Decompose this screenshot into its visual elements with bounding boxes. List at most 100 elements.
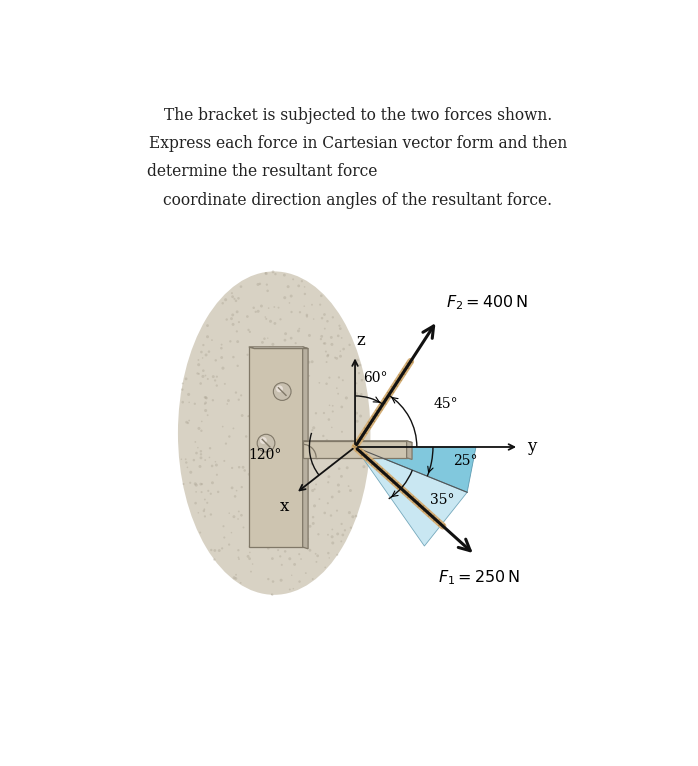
Point [299,281,310,293]
Point [339,524,350,536]
Point [234,461,245,473]
Point [285,332,297,344]
Point [334,486,345,498]
Point [296,420,307,432]
Point [335,322,346,335]
Point [285,423,296,435]
Point [257,342,268,355]
Point [355,410,366,422]
Point [227,290,238,303]
Point [200,397,211,409]
Point [183,388,194,401]
Point [332,505,343,517]
Point [233,292,244,304]
Point [192,368,203,380]
Point [238,522,249,534]
Point [251,523,262,535]
Point [315,447,327,459]
Point [262,378,273,390]
Point [299,428,311,440]
Point [290,337,302,349]
Point [276,558,288,571]
Point [201,392,212,404]
Point [322,476,334,489]
Point [232,306,243,318]
Point [231,485,242,497]
Point [209,375,221,387]
Point [322,547,334,559]
Point [334,463,345,475]
Point [222,398,233,410]
Point [191,479,202,491]
Point [318,337,329,349]
Point [319,309,330,321]
Point [281,441,292,453]
Point [278,456,289,468]
Point [295,553,306,565]
Point [195,526,206,538]
Point [326,331,337,343]
Point [227,462,238,474]
Point [302,535,313,548]
Point [346,434,357,447]
Point [298,507,309,519]
Point [312,550,323,562]
Polygon shape [303,347,308,548]
Point [289,558,300,571]
Point [230,568,242,581]
Point [211,469,223,481]
Point [344,438,355,450]
Point [306,424,318,437]
Point [258,496,269,508]
Point [226,526,237,538]
Point [336,401,348,413]
Point [311,407,322,419]
Point [223,394,234,407]
Point [218,455,230,467]
Point [265,437,276,450]
Point [181,373,192,385]
Point [207,334,218,346]
Point [226,482,237,494]
Point [198,370,209,382]
Point [267,430,279,442]
Point [294,400,305,412]
Point [196,486,207,498]
Point [295,306,306,319]
Point [306,458,318,470]
Point [272,442,283,454]
Point [299,288,311,300]
Point [196,424,207,437]
Point [223,507,235,519]
Point [310,548,321,560]
Point [207,476,218,489]
Point [296,275,307,287]
Point [230,295,242,307]
Text: $F_1 = 250\,\mathrm{N}$: $F_1 = 250\,\mathrm{N}$ [438,568,520,588]
Point [274,457,285,469]
Point [279,334,290,346]
Point [341,392,352,404]
Point [353,367,364,379]
Point [237,461,248,473]
Point [260,523,272,535]
Point [182,461,193,473]
Point [200,349,211,361]
Point [224,430,235,443]
Point [293,325,304,337]
Point [288,461,299,473]
Point [242,310,253,322]
Point [262,573,274,585]
Point [262,343,274,355]
Point [336,518,347,530]
Point [284,584,295,596]
Point [248,346,259,358]
Point [255,413,266,425]
Point [245,539,256,552]
Point [322,349,334,361]
Point [297,394,309,407]
Point [357,427,368,439]
Text: $F_2 = 400\,\mathrm{N}$: $F_2 = 400\,\mathrm{N}$ [446,293,528,312]
Point [291,509,302,521]
Point [282,525,293,537]
